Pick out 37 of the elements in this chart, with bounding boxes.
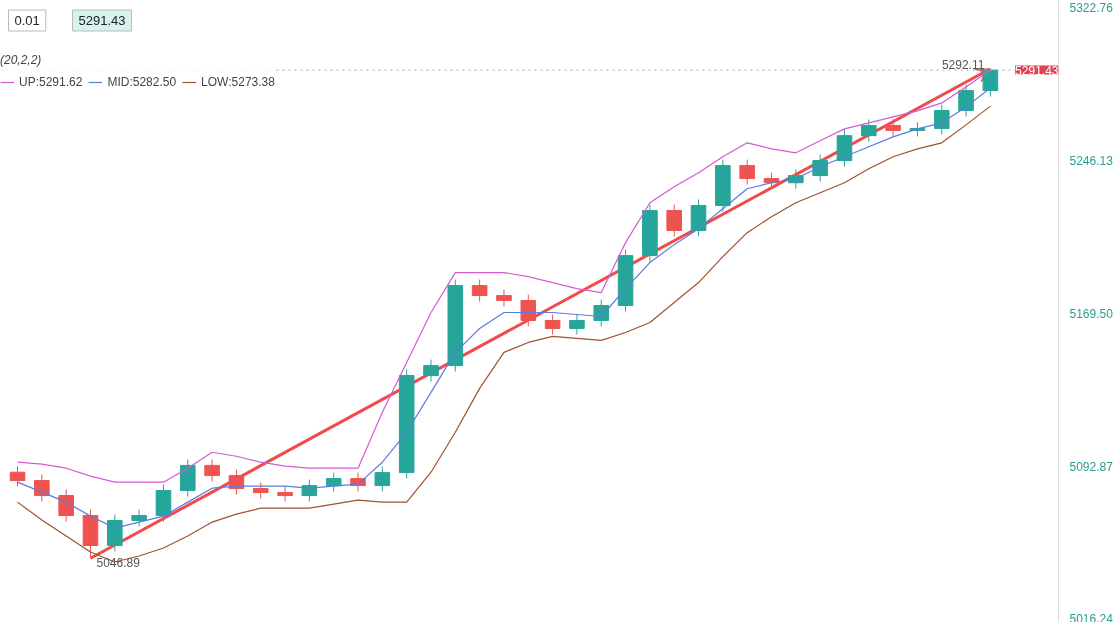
annotation: 5291.43 (78, 13, 126, 28)
candlestick (131, 509, 147, 527)
candlestick (204, 458, 220, 483)
candlestick (9, 465, 26, 488)
candlestick (325, 472, 342, 493)
candlestick (860, 118, 877, 143)
ref-line-label: 5291.43 (1015, 63, 1059, 78)
candlestick (933, 104, 950, 135)
y-tick-label: 5246.13 (1069, 154, 1114, 169)
candlestick (982, 68, 999, 98)
annotation: 5292.11 (941, 57, 985, 72)
candlestick (374, 466, 391, 493)
candlestick (666, 204, 683, 237)
candlestick (471, 279, 488, 303)
candlestick (277, 486, 293, 503)
y-tick-label: 5322.76 (1069, 1, 1114, 16)
legend-title: (20,2,2) (0, 53, 43, 67)
candlestick (34, 474, 50, 503)
candlestick (520, 294, 537, 327)
candlestick (739, 159, 755, 186)
legend-label: UP:5291.62 (19, 75, 83, 89)
candlestick (885, 118, 901, 137)
annotation: 0.01 (14, 13, 40, 28)
candlestick (812, 154, 828, 183)
candlestick (228, 469, 245, 496)
annotation: 5046.89 (96, 556, 141, 571)
candlestick (958, 84, 974, 117)
y-tick-label: 5016.24 (1069, 611, 1114, 622)
legend-label: MID:5282.50 (107, 75, 177, 89)
candlestick (423, 359, 439, 383)
candlestick (544, 313, 561, 335)
candlestick (496, 289, 512, 308)
legend-label: LOW:5273.38 (201, 75, 275, 89)
y-tick-label: 5092.87 (1069, 459, 1114, 474)
y-tick-label: 5169.50 (1069, 307, 1114, 321)
candlestick (58, 489, 74, 522)
candlestick (569, 313, 585, 335)
